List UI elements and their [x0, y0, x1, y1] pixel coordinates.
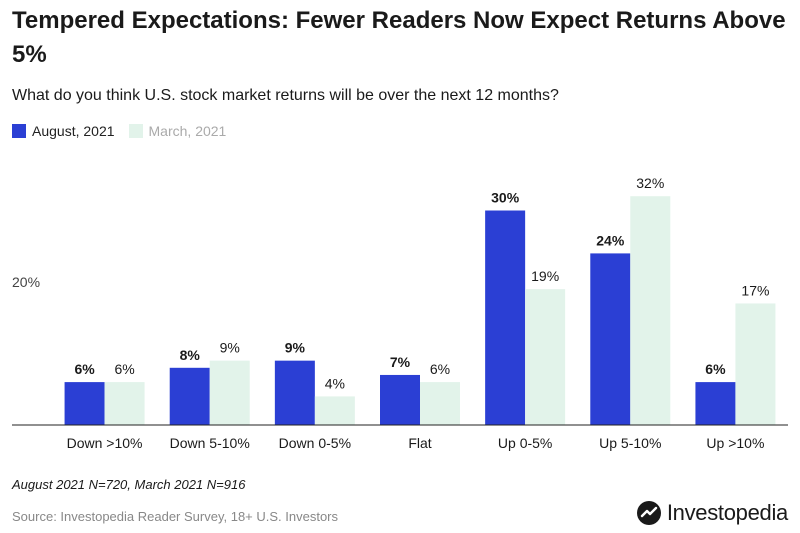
- y-tick-label-0: 20%: [12, 274, 40, 290]
- data-label-march-2: 4%: [325, 375, 345, 391]
- data-label-march-3: 6%: [430, 361, 450, 377]
- x-tick-label-1: Down 5-10%: [170, 435, 250, 451]
- bar-august-4: [485, 210, 526, 425]
- sample-size-note: August 2021 N=720, March 2021 N=916: [12, 477, 246, 492]
- data-label-march-5: 32%: [636, 175, 664, 191]
- data-label-august-0: 6%: [74, 361, 95, 377]
- x-tick-label-2: Down 0-5%: [279, 435, 351, 451]
- data-label-march-1: 9%: [220, 340, 240, 356]
- bar-march-6: [735, 303, 776, 425]
- legend: August, 2021 March, 2021: [12, 121, 240, 141]
- x-tick-label-6: Up >10%: [706, 435, 764, 451]
- bar-august-0: [64, 382, 105, 425]
- bar-august-1: [169, 367, 210, 425]
- data-label-august-3: 7%: [390, 354, 411, 370]
- bar-march-3: [420, 382, 460, 425]
- data-label-march-6: 17%: [741, 282, 769, 298]
- data-label-august-1: 8%: [180, 347, 201, 363]
- chart-subtitle: What do you think U.S. stock market retu…: [12, 87, 559, 104]
- legend-item-august: August, 2021: [12, 121, 115, 141]
- data-label-august-6: 6%: [705, 361, 726, 377]
- source-text: Source: Investopedia Reader Survey, 18+ …: [12, 509, 339, 524]
- bar-august-3: [380, 374, 420, 425]
- chart-title: Tempered Expectations: Fewer Readers Now…: [12, 7, 786, 68]
- investopedia-logo-icon: [636, 501, 661, 525]
- bar-august-2: [274, 360, 315, 425]
- x-tick-label-3: Flat: [408, 435, 431, 451]
- legend-item-march: March, 2021: [128, 121, 227, 141]
- data-label-march-0: 6%: [114, 361, 134, 377]
- legend-swatch-august: [12, 124, 26, 138]
- bar-march-5: [630, 196, 671, 425]
- bar-march-2: [314, 396, 355, 425]
- data-label-august-2: 9%: [285, 340, 306, 356]
- x-tick-label-4: Up 0-5%: [498, 435, 552, 451]
- bar-march-0: [104, 382, 145, 425]
- investopedia-logo: Investopedia: [636, 500, 788, 526]
- x-tick-label-0: Down >10%: [67, 435, 143, 451]
- legend-swatch-march: [128, 124, 143, 138]
- legend-label-march: March, 2021: [148, 123, 227, 139]
- data-label-august-5: 24%: [596, 232, 625, 248]
- bar-august-6: [695, 382, 736, 425]
- data-label-march-4: 19%: [531, 268, 559, 284]
- bar-march-4: [525, 289, 566, 425]
- brand-name: Investopedia: [666, 500, 788, 525]
- bar-march-1: [209, 360, 250, 425]
- bar-august-5: [590, 253, 631, 425]
- data-label-august-4: 30%: [491, 190, 520, 206]
- x-tick-label-5: Up 5-10%: [599, 435, 661, 451]
- legend-label-august: August, 2021: [32, 123, 115, 139]
